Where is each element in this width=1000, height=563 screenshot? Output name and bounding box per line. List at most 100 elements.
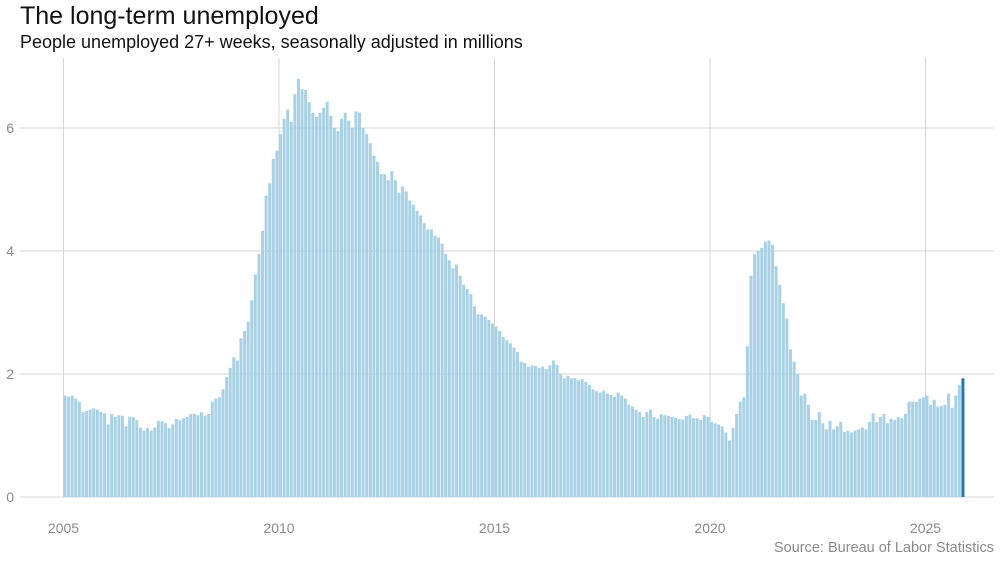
x-tick-label: 2015 [479, 520, 510, 536]
bar [810, 420, 814, 497]
bar [117, 415, 121, 497]
bar [124, 426, 128, 497]
bar [81, 412, 85, 497]
bar [724, 432, 728, 497]
bar [103, 413, 106, 497]
bar [727, 440, 731, 497]
bar [749, 275, 753, 497]
bar [361, 128, 365, 497]
bar [167, 428, 171, 497]
bar [307, 102, 311, 498]
bar [228, 367, 232, 497]
bar [878, 417, 882, 497]
bar [426, 229, 430, 497]
bar [505, 340, 509, 497]
bar [250, 300, 254, 497]
bar [279, 134, 282, 497]
bar [688, 414, 692, 497]
bar [537, 367, 541, 497]
bar [128, 417, 132, 497]
bar [113, 417, 117, 497]
source-note: Source: Bureau of Labor Statistics [773, 540, 994, 556]
bar [318, 112, 322, 497]
bar [921, 397, 925, 497]
bar [774, 266, 778, 497]
bar [221, 389, 225, 497]
bar [271, 158, 275, 497]
bar [322, 107, 326, 497]
bar [458, 275, 462, 497]
y-tick-label: 0 [6, 489, 14, 505]
bar [598, 392, 602, 497]
bar [666, 415, 670, 497]
bar [494, 326, 498, 497]
bar [551, 360, 555, 497]
bar [846, 430, 850, 497]
bar [99, 412, 103, 497]
bar [760, 247, 764, 497]
bar [577, 380, 581, 497]
bar [325, 101, 329, 498]
bar [199, 412, 203, 497]
bar [138, 427, 142, 497]
bar [437, 237, 441, 497]
bar [753, 254, 757, 497]
bar [160, 421, 164, 497]
bar [781, 303, 785, 497]
bar [469, 294, 473, 497]
bar [512, 347, 516, 497]
bar [404, 191, 408, 497]
bar [519, 361, 523, 497]
bar [555, 364, 559, 497]
bar [742, 397, 746, 497]
bar [483, 316, 487, 497]
bar [817, 412, 821, 497]
bar [275, 150, 279, 497]
bar [135, 420, 139, 497]
bar [422, 223, 426, 497]
bar [257, 254, 261, 497]
bar [573, 378, 577, 497]
bar [695, 418, 699, 497]
bar [415, 211, 419, 497]
bar [803, 393, 807, 497]
bar [954, 395, 958, 497]
bar [185, 417, 189, 497]
bar-latest [961, 378, 965, 497]
bar [397, 192, 401, 497]
bar [419, 215, 423, 497]
bar [408, 200, 412, 497]
bar [871, 413, 875, 497]
bar [738, 401, 742, 497]
bar [110, 413, 114, 497]
bar [490, 323, 494, 497]
bar [393, 180, 397, 497]
bar [670, 417, 674, 497]
bar [106, 424, 110, 497]
bar [70, 395, 74, 497]
bar [569, 378, 573, 497]
bar [268, 183, 272, 497]
bar [645, 412, 649, 497]
bar [681, 419, 685, 497]
bar [785, 318, 789, 497]
bar [340, 118, 344, 498]
bar [914, 401, 918, 497]
bar [623, 398, 627, 497]
bar [300, 89, 304, 497]
bar [120, 415, 124, 497]
bar [207, 413, 211, 497]
bar [235, 360, 239, 497]
bar [835, 426, 839, 497]
y-tick-label: 4 [6, 243, 14, 259]
bar [860, 427, 864, 497]
bar [677, 418, 681, 497]
bar [368, 143, 372, 497]
bar [526, 366, 530, 497]
bar [358, 112, 362, 497]
bar [925, 395, 929, 497]
bar [699, 420, 703, 497]
bar [480, 314, 484, 497]
bar [243, 330, 247, 497]
